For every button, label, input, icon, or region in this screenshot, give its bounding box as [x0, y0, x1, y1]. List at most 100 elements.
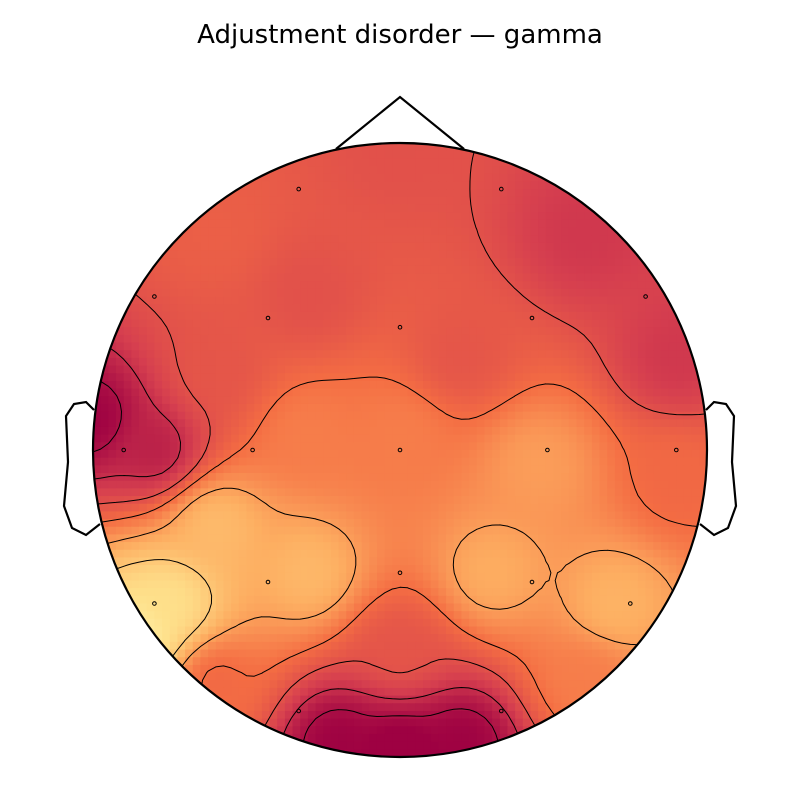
field-cell: [614, 403, 624, 413]
field-cell: [284, 242, 294, 252]
field-cell: [376, 618, 386, 628]
field-cell: [622, 288, 632, 298]
field-cell: [292, 227, 302, 236]
field-cell: [162, 357, 171, 367]
field-cell: [215, 626, 225, 636]
field-cell: [492, 618, 501, 628]
field-cell: [545, 580, 555, 589]
field-cell: [154, 549, 163, 559]
field-cell: [607, 403, 616, 413]
field-cell: [246, 649, 255, 659]
field-cell: [607, 496, 616, 505]
field-cell: [607, 519, 616, 528]
field-cell: [169, 327, 179, 336]
field-cell: [392, 657, 401, 666]
field-cell: [369, 365, 378, 375]
field-cell: [376, 511, 386, 520]
field-cell: [346, 403, 355, 413]
field-cell: [614, 319, 624, 329]
field-cell: [300, 396, 309, 405]
field-cell: [353, 595, 363, 605]
field-cell: [507, 703, 516, 712]
field-cell: [499, 657, 509, 666]
field-cell: [522, 434, 532, 444]
field-cell: [346, 357, 355, 367]
field-cell: [307, 480, 317, 490]
field-cell: [215, 473, 225, 482]
field-cell: [630, 281, 639, 290]
field-cell: [238, 519, 248, 528]
field-cell: [346, 365, 355, 375]
field-cell: [430, 380, 440, 390]
field-cell: [261, 465, 271, 474]
field-cell: [238, 649, 248, 659]
field-cell: [446, 572, 455, 582]
field-cell: [177, 265, 186, 275]
field-cell: [438, 680, 447, 689]
field-cell: [453, 189, 463, 198]
field-cell: [108, 411, 117, 421]
field-cell: [438, 204, 447, 213]
field-cell: [553, 311, 562, 321]
field-cell: [369, 419, 378, 428]
field-cell: [346, 450, 355, 459]
field-cell: [361, 419, 371, 428]
field-cell: [476, 703, 486, 712]
field-cell: [538, 296, 547, 305]
field-cell: [561, 281, 570, 290]
field-cell: [353, 219, 363, 229]
field-cell: [430, 465, 440, 474]
field-cell: [108, 526, 117, 536]
field-cell: [622, 588, 632, 597]
field-cell: [607, 365, 616, 375]
field-cell: [238, 288, 248, 298]
field-cell: [323, 181, 332, 190]
field-cell: [545, 595, 555, 605]
field-cell: [561, 457, 570, 467]
field-cell: [215, 526, 225, 536]
field-cell: [307, 526, 317, 536]
field-cell: [185, 357, 194, 367]
field-cell: [223, 403, 232, 413]
field-cell: [392, 465, 401, 474]
field-cell: [484, 542, 493, 551]
field-cell: [361, 572, 371, 582]
field-cell: [561, 672, 570, 682]
field-cell: [522, 426, 532, 436]
field-cell: [515, 626, 524, 636]
field-cell: [668, 342, 678, 352]
field-cell: [668, 457, 678, 467]
field-cell: [622, 442, 632, 451]
field-cell: [515, 480, 524, 490]
field-cell: [330, 189, 340, 198]
field-cell: [576, 595, 586, 605]
field-cell: [192, 227, 202, 236]
field-cell: [430, 442, 440, 451]
field-cell: [146, 580, 156, 589]
field-cell: [208, 519, 217, 528]
field-cell: [568, 687, 578, 697]
field-cell: [415, 703, 424, 712]
field-cell: [392, 342, 401, 352]
field-cell: [146, 519, 156, 528]
field-cell: [423, 649, 432, 659]
field-cell: [300, 258, 309, 267]
field-cell: [561, 649, 570, 659]
field-cell: [269, 273, 279, 282]
field-cell: [292, 342, 302, 352]
field-cell: [361, 403, 371, 413]
field-cell: [169, 319, 179, 329]
field-cell: [369, 426, 378, 436]
field-cell: [307, 657, 317, 666]
field-cell: [346, 419, 355, 428]
field-cell: [269, 281, 279, 290]
field-cell: [637, 426, 647, 436]
field-cell: [384, 143, 394, 152]
field-cell: [607, 664, 616, 674]
field-cell: [269, 235, 279, 244]
field-cell: [576, 396, 586, 405]
field-cell: [599, 250, 609, 259]
field-cell: [400, 649, 409, 659]
field-cell: [300, 403, 309, 413]
field-cell: [553, 526, 562, 536]
